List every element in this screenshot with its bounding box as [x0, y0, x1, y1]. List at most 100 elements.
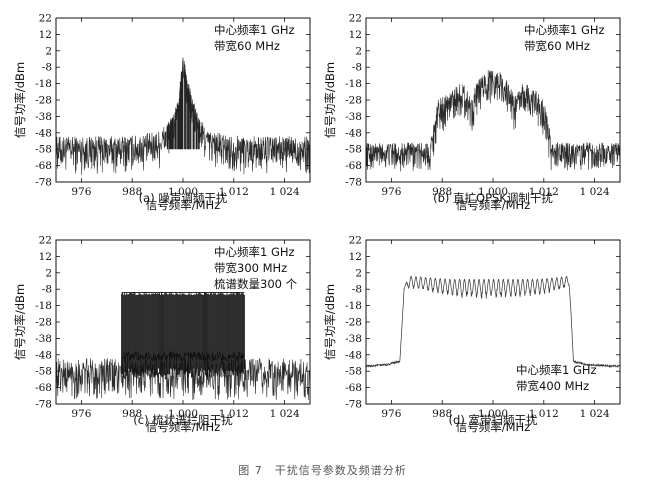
x-tick-label: 1 000 — [168, 408, 198, 420]
x-tick-label: 988 — [432, 186, 452, 198]
y-tick-label: -78 — [35, 399, 52, 411]
chart-panel-b: 22 12 2 -8 -18 -28 -38 -48 -58 -68 -78 976 988 1 000 1… — [323, 13, 621, 212]
y-tick-label: -8 — [42, 62, 52, 74]
x-tick-label: 1 024 — [580, 186, 610, 198]
annotation-line: 中心频率1 GHz — [214, 245, 295, 259]
panel-caption-d: (d) 宽带扫频干扰 — [449, 413, 538, 427]
x-tick-label: 1 000 — [168, 186, 198, 198]
y-tick-label: 12 — [349, 29, 362, 41]
chart-panel-d: 22 12 2 -8 -18 -28 -38 -48 -58 -68 -78 976 988 1 000 1… — [323, 235, 621, 434]
annotation-line: 带宽400 MHz — [516, 379, 589, 393]
annotation-line: 中心频率1 GHz — [214, 23, 295, 37]
x-tick-label: 1 012 — [219, 408, 249, 420]
y-tick-label: -18 — [345, 78, 362, 90]
x-tick-label: 976 — [71, 408, 91, 420]
series-line-a — [56, 57, 310, 175]
y-tick-label: -78 — [35, 177, 52, 189]
y-tick-label: 12 — [39, 251, 52, 263]
x-tick-label: 988 — [122, 186, 142, 198]
y-tick-label: -58 — [345, 366, 362, 378]
annotation-line: 中心频率1 GHz — [524, 23, 605, 37]
x-axis-label: 信号频率/MHz — [146, 420, 220, 434]
y-tick-label: -18 — [345, 300, 362, 312]
annotation-line: 带宽60 MHz — [524, 39, 590, 53]
x-tick-label: 1 024 — [270, 186, 300, 198]
y-tick-label: -68 — [35, 160, 52, 172]
y-axis-label: 信号功率/dBm — [323, 62, 337, 138]
series-band-c — [121, 350, 245, 363]
chart-panel-c: 22 12 2 -8 -18 -28 -38 -48 -58 -68 -78 976 988 1 000 1… — [13, 235, 311, 434]
x-axis-label: 信号频率/MHz — [456, 198, 530, 212]
annotation-line: 中心频率1 GHz — [516, 363, 597, 377]
x-tick-label: 1 000 — [478, 186, 508, 198]
y-tick-label: 22 — [39, 13, 52, 25]
y-tick-label: -48 — [345, 349, 362, 361]
annotation-line: 梳谱数量300 个 — [214, 277, 298, 291]
y-tick-label: 2 — [355, 267, 362, 279]
y-tick-label: -8 — [352, 62, 362, 74]
y-tick-label: -48 — [35, 127, 52, 139]
plot-area-a — [56, 57, 310, 175]
y-tick-label: -68 — [345, 382, 362, 394]
series-comb-c — [121, 292, 245, 378]
y-tick-label: -38 — [35, 111, 52, 123]
y-tick-label: 22 — [349, 13, 362, 25]
y-tick-label: -8 — [352, 284, 362, 296]
y-tick-label: -48 — [35, 349, 52, 361]
series-line-b — [366, 70, 620, 172]
y-tick-label: 2 — [45, 267, 52, 279]
y-tick-label: -18 — [35, 300, 52, 312]
x-tick-label: 1 000 — [478, 408, 508, 420]
x-tick-label: 976 — [381, 408, 401, 420]
y-tick-label: -28 — [35, 317, 52, 329]
y-tick-label: -48 — [345, 127, 362, 139]
x-tick-label: 1 012 — [529, 186, 559, 198]
panel-caption-b: (b) 直扩QPSK调制干扰 — [433, 191, 553, 205]
x-tick-label: 1 012 — [529, 408, 559, 420]
series-line-d — [366, 275, 620, 369]
panel-caption-c: (c) 梳状谱拦阻干扰 — [133, 413, 233, 427]
y-tick-label: -58 — [345, 144, 362, 156]
x-tick-label: 988 — [432, 408, 452, 420]
x-tick-label: 976 — [381, 186, 401, 198]
plot-area-c — [56, 292, 310, 400]
y-tick-label: -58 — [35, 144, 52, 156]
x-tick-label: 1 024 — [270, 408, 300, 420]
y-tick-label: 2 — [45, 45, 52, 57]
y-tick-label: 22 — [349, 235, 362, 247]
y-axis-label: 信号功率/dBm — [13, 284, 27, 360]
chart-panel-a: 22 12 2 -8 -18 -28 -38 -48 -58 -68 -78 976 988 1 000 1… — [13, 13, 311, 212]
y-tick-label: -38 — [345, 111, 362, 123]
y-tick-label: -78 — [345, 399, 362, 411]
y-tick-label: -28 — [345, 317, 362, 329]
plot-area-b — [366, 70, 620, 172]
figure-caption: 图 7 干扰信号参数及频谱分析 — [238, 464, 407, 477]
x-axis-label: 信号频率/MHz — [146, 198, 220, 212]
y-tick-label: -58 — [35, 366, 52, 378]
y-tick-label: -28 — [345, 95, 362, 107]
annotation-line: 带宽60 MHz — [214, 39, 280, 53]
x-axis-label: 信号频率/MHz — [456, 420, 530, 434]
x-tick-label: 1 012 — [219, 186, 249, 198]
panel-caption-a: (a) 噪声调频干扰 — [139, 191, 228, 205]
x-tick-label: 976 — [71, 186, 91, 198]
y-tick-label: -78 — [345, 177, 362, 189]
y-tick-label: 2 — [355, 45, 362, 57]
y-axis-label: 信号功率/dBm — [13, 62, 27, 138]
y-tick-label: -68 — [35, 382, 52, 394]
y-axis-label: 信号功率/dBm — [323, 284, 337, 360]
y-tick-label: 12 — [39, 29, 52, 41]
x-tick-label: 988 — [122, 408, 142, 420]
y-tick-label: -8 — [42, 284, 52, 296]
y-tick-label: 12 — [349, 251, 362, 263]
y-tick-label: -38 — [345, 333, 362, 345]
annotation-line: 带宽300 MHz — [214, 261, 287, 275]
series-spikes-a — [166, 60, 200, 150]
plot-area-d — [366, 275, 620, 369]
y-tick-label: 22 — [39, 235, 52, 247]
y-tick-label: -28 — [35, 95, 52, 107]
y-tick-label: -18 — [35, 78, 52, 90]
y-tick-label: -38 — [35, 333, 52, 345]
x-tick-label: 1 024 — [580, 408, 610, 420]
